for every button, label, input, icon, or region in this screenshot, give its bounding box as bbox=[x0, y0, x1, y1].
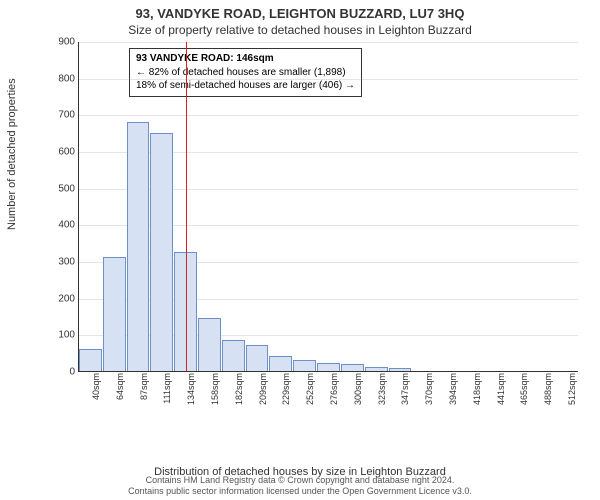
marker-info-box: 93 VANDYKE ROAD: 146sqm ← 82% of detache… bbox=[129, 48, 362, 97]
x-tick-label: 370sqm bbox=[424, 373, 434, 405]
x-tick-label: 347sqm bbox=[400, 373, 410, 405]
info-box-line3: 18% of semi-detached houses are larger (… bbox=[136, 79, 355, 93]
gridline bbox=[79, 79, 578, 80]
histogram-bar bbox=[341, 364, 364, 371]
y-tick-label: 100 bbox=[58, 330, 75, 341]
x-tick-label: 512sqm bbox=[567, 373, 577, 405]
copyright-notice: Contains HM Land Registry data © Crown c… bbox=[0, 475, 600, 497]
x-tick-label: 111sqm bbox=[162, 373, 172, 404]
x-tick-label: 394sqm bbox=[448, 373, 458, 405]
histogram-bar bbox=[103, 257, 126, 371]
y-tick-label: 0 bbox=[69, 367, 75, 378]
x-tick-label: 87sqm bbox=[139, 373, 149, 400]
gridline bbox=[79, 115, 578, 116]
x-tick-label: 465sqm bbox=[519, 373, 529, 405]
x-tick-label: 418sqm bbox=[472, 373, 482, 405]
y-axis-label: Number of detached properties bbox=[6, 78, 18, 230]
x-tick-label: 229sqm bbox=[281, 373, 291, 405]
y-tick-label: 300 bbox=[58, 257, 75, 268]
x-tick-label: 209sqm bbox=[258, 373, 268, 405]
x-tick-label: 300sqm bbox=[353, 373, 363, 405]
copyright-line1: Contains HM Land Registry data © Crown c… bbox=[0, 475, 600, 486]
y-tick-label: 700 bbox=[58, 110, 75, 121]
y-tick-label: 400 bbox=[58, 220, 75, 231]
y-tick-label: 800 bbox=[58, 73, 75, 84]
plot-region: 93 VANDYKE ROAD: 146sqm ← 82% of detache… bbox=[78, 42, 578, 372]
x-tick-label: 441sqm bbox=[496, 373, 506, 405]
histogram-bar bbox=[317, 363, 340, 371]
x-tick-label: 276sqm bbox=[329, 373, 339, 405]
x-tick-label: 182sqm bbox=[234, 373, 244, 405]
info-box-line1: 93 VANDYKE ROAD: 146sqm bbox=[136, 52, 355, 66]
y-tick-label: 200 bbox=[58, 293, 75, 304]
histogram-bar bbox=[150, 133, 173, 371]
x-tick-label: 158sqm bbox=[210, 373, 220, 405]
page-subtitle: Size of property relative to detached ho… bbox=[0, 21, 600, 37]
x-tick-label: 64sqm bbox=[115, 373, 125, 400]
y-tick-label: 600 bbox=[58, 147, 75, 158]
x-tick-label: 40sqm bbox=[91, 373, 101, 400]
y-tick-label: 900 bbox=[58, 37, 75, 48]
page-title: 93, VANDYKE ROAD, LEIGHTON BUZZARD, LU7 … bbox=[0, 0, 600, 21]
x-tick-label: 488sqm bbox=[543, 373, 553, 405]
histogram-bar bbox=[389, 368, 412, 371]
x-tick-label: 252sqm bbox=[305, 373, 315, 405]
marker-line bbox=[186, 42, 187, 371]
x-tick-label: 323sqm bbox=[377, 373, 387, 405]
histogram-bar bbox=[365, 367, 388, 371]
y-tick-label: 500 bbox=[58, 183, 75, 194]
histogram-bar bbox=[293, 360, 316, 371]
x-tick-label: 134sqm bbox=[186, 373, 196, 405]
histogram-bar bbox=[127, 122, 150, 371]
histogram-bar bbox=[79, 349, 102, 371]
histogram-bar bbox=[246, 345, 269, 371]
histogram-bar bbox=[269, 356, 292, 371]
histogram-bar bbox=[198, 318, 221, 371]
chart-area: 93 VANDYKE ROAD: 146sqm ← 82% of detache… bbox=[50, 42, 580, 422]
histogram-bar bbox=[222, 340, 245, 371]
info-box-line2: ← 82% of detached houses are smaller (1,… bbox=[136, 66, 355, 80]
copyright-line2: Contains public sector information licen… bbox=[0, 486, 600, 497]
gridline bbox=[79, 42, 578, 43]
